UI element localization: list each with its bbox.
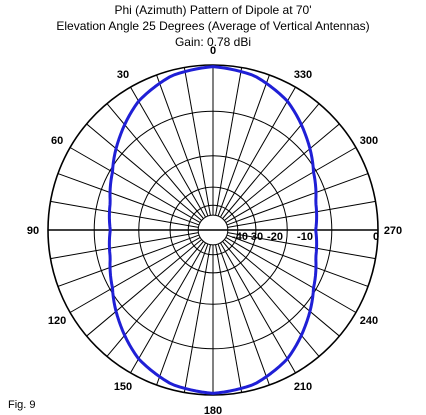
grid-spoke — [217, 74, 270, 217]
azimuth-label: 150 — [114, 381, 132, 393]
radial-labels: -40 30 -20 -10 0 — [232, 231, 379, 243]
radial-label: 30 — [251, 231, 263, 243]
pattern-series-line — [107, 65, 319, 395]
azimuth-label: 60 — [51, 135, 63, 147]
azimuth-label: 30 — [117, 69, 129, 81]
grid-spoke — [86, 123, 202, 221]
grid-spoke — [183, 244, 211, 393]
grid-spoke — [50, 232, 199, 260]
grid-spoke — [69, 147, 201, 224]
grid-spoke — [219, 86, 296, 218]
chart-title: Phi (Azimuth) Pattern of Dipole at 70' — [114, 3, 311, 17]
grid-spoke — [222, 241, 320, 357]
azimuth-label: 180 — [204, 405, 222, 415]
grid-spoke — [227, 232, 376, 260]
azimuth-label: 120 — [48, 315, 66, 327]
grid-spoke — [156, 243, 209, 386]
grid-spoke — [225, 147, 357, 224]
grid-spoke — [130, 242, 207, 374]
grid-spoke — [219, 242, 296, 374]
radial-label: 0 — [373, 231, 379, 243]
grid-spoke — [226, 234, 369, 287]
radial-label: -40 — [232, 231, 248, 243]
grid-spoke — [50, 200, 199, 228]
grid-spoke — [106, 103, 204, 219]
polar-grid — [47, 64, 379, 396]
azimuth-label: 90 — [27, 225, 39, 237]
chart-subtitle: Elevation Angle 25 Degrees (Average of V… — [56, 19, 369, 33]
grid-spoke — [69, 236, 201, 313]
grid-spoke — [226, 173, 369, 226]
azimuth-label: 210 — [294, 381, 312, 393]
grid-spoke — [57, 234, 200, 287]
radial-label: -20 — [267, 231, 283, 243]
azimuth-label: 300 — [360, 135, 378, 147]
figure-label: Fig. 9 — [8, 399, 36, 411]
grid-spoke — [183, 67, 211, 216]
azimuth-label: 330 — [294, 69, 312, 81]
azimuth-label: 270 — [384, 225, 402, 237]
grid-spoke — [227, 200, 376, 228]
grid-spoke — [217, 243, 270, 386]
chart-gain: Gain: 0.78 dBi — [175, 35, 251, 49]
grid-spoke — [222, 103, 320, 219]
grid-spoke — [130, 86, 207, 218]
grid-spoke — [57, 173, 200, 226]
grid-spoke — [224, 123, 340, 221]
grid-spoke — [224, 239, 340, 337]
grid-spoke — [86, 239, 202, 337]
grid-spoke — [215, 244, 243, 393]
grid-spoke — [215, 67, 243, 216]
grid-spoke — [225, 236, 357, 313]
grid-spoke — [106, 241, 204, 357]
grid-spoke — [156, 74, 209, 217]
radial-label: -10 — [297, 231, 313, 243]
azimuth-label: 0 — [210, 45, 216, 57]
azimuth-label: 240 — [360, 315, 378, 327]
